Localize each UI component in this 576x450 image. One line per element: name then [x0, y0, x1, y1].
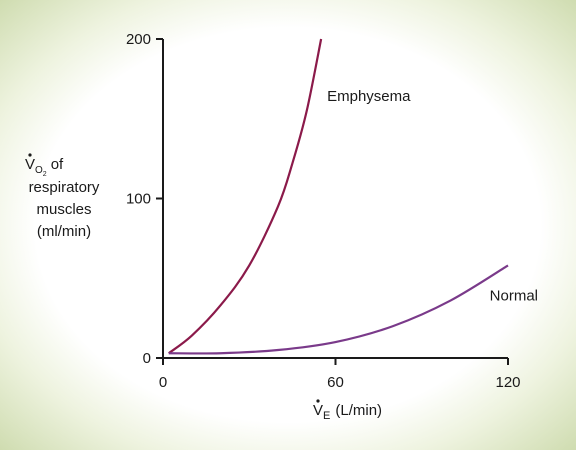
- y-tick-label: 0: [143, 350, 151, 367]
- y-label-sub: O: [35, 165, 43, 176]
- x-label-symbol: V: [313, 402, 323, 419]
- y-label-symbol: V: [25, 156, 35, 173]
- y-label-dot-icon: [28, 153, 32, 157]
- y-label-line4: (ml/min): [37, 223, 91, 240]
- y-label-subsub: 2: [43, 171, 47, 178]
- y-tick-label: 100: [126, 191, 151, 208]
- axes: [162, 39, 508, 359]
- x-label-sub: E: [323, 410, 330, 422]
- y-tick-label: 200: [126, 31, 151, 48]
- x-tick-label: 60: [327, 374, 344, 391]
- series-label-normal: Normal: [490, 287, 538, 304]
- y-axis-label: VO2 of respiratory muscles (ml/min): [25, 153, 100, 240]
- ticks: 0 100 200 0 60 120: [126, 31, 521, 391]
- x-axis-label: VE (L/min): [313, 399, 382, 422]
- series-label-emphysema: Emphysema: [327, 88, 411, 105]
- y-label-line1-rest: of: [51, 156, 64, 173]
- series-layer: Emphysema Normal: [168, 38, 538, 355]
- series-line-normal: [168, 264, 509, 355]
- y-label-line1: VO2 of: [25, 156, 64, 178]
- x-label-dot-icon: [316, 399, 320, 403]
- y-label-line3: muscles: [36, 201, 91, 218]
- x-tick-label: 120: [495, 374, 520, 391]
- x-tick-label: 0: [159, 374, 167, 391]
- x-label-unit: (L/min): [335, 402, 382, 419]
- x-label-text: VE (L/min): [313, 402, 382, 422]
- y-label-line2: respiratory: [29, 179, 100, 196]
- series-line-emphysema: [168, 38, 323, 355]
